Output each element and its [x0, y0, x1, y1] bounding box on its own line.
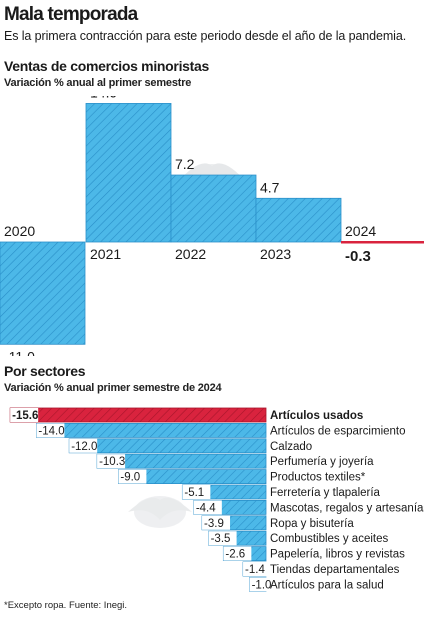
value-label-bg — [223, 546, 252, 561]
category-label-1: Artículos de esparcimiento — [270, 425, 406, 437]
category-label-2021: 2021 — [90, 246, 121, 262]
value-label-11: -1.0 — [252, 579, 272, 591]
value-label-2024: -0.3 — [345, 248, 371, 265]
value-label-bg — [249, 577, 278, 592]
bar-2021 — [85, 103, 172, 243]
bar-2024 — [341, 241, 424, 244]
category-label-10: Tiendas departamentales — [270, 564, 400, 576]
value-label-bg — [182, 485, 211, 499]
category-label-2: Calzado — [270, 441, 312, 453]
category-label-2022: 2022 — [175, 246, 206, 262]
value-label-2021: 14.9 — [90, 96, 117, 100]
value-label-10: -1.4 — [245, 564, 265, 576]
chart2-title: Por sectores — [4, 363, 86, 379]
value-label-2020: -11.0 — [4, 348, 35, 356]
value-label-1: -14.0 — [38, 425, 64, 437]
value-label-2022: 7.2 — [175, 156, 195, 172]
value-label-bg — [193, 500, 222, 515]
category-label-4: Productos textiles* — [270, 472, 366, 484]
value-label-bg — [69, 438, 98, 453]
value-label-0: -15.6 — [12, 410, 38, 422]
category-label-5: Ferretería y tlapalería — [270, 487, 381, 499]
category-label-0: Artículos usados — [270, 410, 363, 422]
value-label-9: -2.6 — [225, 549, 245, 561]
category-label-2024: 2024 — [345, 223, 376, 239]
value-label-bg — [208, 531, 237, 546]
category-label-9: Papelería, libros y revistas — [270, 549, 405, 561]
chart1-title: Ventas de comercios minoristas — [4, 58, 209, 74]
value-label-6: -4.4 — [196, 502, 216, 514]
category-label-11: Artículos para la salud — [270, 579, 384, 591]
chart2-subtitle: Variación % anual primer semestre de 202… — [4, 382, 222, 394]
value-label-2023: 4.7 — [260, 179, 280, 195]
value-label-2: -12.0 — [71, 441, 97, 453]
value-label-5: -5.1 — [184, 487, 204, 499]
category-label-6: Mascotas, regalos y artesanías — [270, 502, 424, 514]
value-label-bg — [10, 408, 39, 422]
bar-Artículos usados — [9, 407, 267, 423]
page-title: Mala temporada — [4, 4, 138, 25]
footnote: *Excepto ropa. Fuente: Inegi. — [4, 600, 128, 611]
value-label-8: -3.5 — [211, 533, 231, 545]
value-label-7: -3.9 — [204, 518, 224, 530]
category-label-2023: 2023 — [260, 246, 291, 262]
annual-retail-chart: 2020 -11.0 2021 14.9 2022 7.2 2023 4.7 2024 -0.3 — [0, 96, 424, 356]
value-label-3: -10.3 — [99, 456, 125, 468]
bar-Calzado — [68, 438, 267, 454]
bar-Artículos de esparcimiento — [36, 422, 267, 438]
category-label-2020: 2020 — [4, 223, 35, 239]
category-label-3: Perfumería y joyería — [270, 456, 374, 468]
bar-2020 — [0, 241, 86, 345]
category-label-7: Ropa y bisutería — [270, 518, 354, 530]
value-label-bg — [243, 562, 272, 576]
value-label-bg — [202, 515, 231, 530]
page-subtitle: Es la primera contracción para este peri… — [4, 29, 407, 43]
category-label-8: Combustibles y aceites — [270, 533, 388, 545]
sector-chart: -15.6 Artículos usados -14.0 Artículos de e… — [9, 407, 424, 592]
bar-2023 — [255, 197, 342, 243]
chart1-subtitle: Variación % anual al primer semestre — [4, 77, 192, 89]
eagle-watermark-icon — [128, 496, 192, 528]
bar-2022 — [170, 174, 257, 243]
value-label-bg — [118, 469, 147, 484]
value-label-bg — [97, 454, 126, 469]
value-label-bg — [36, 423, 65, 438]
value-label-4: -9.0 — [120, 472, 140, 484]
